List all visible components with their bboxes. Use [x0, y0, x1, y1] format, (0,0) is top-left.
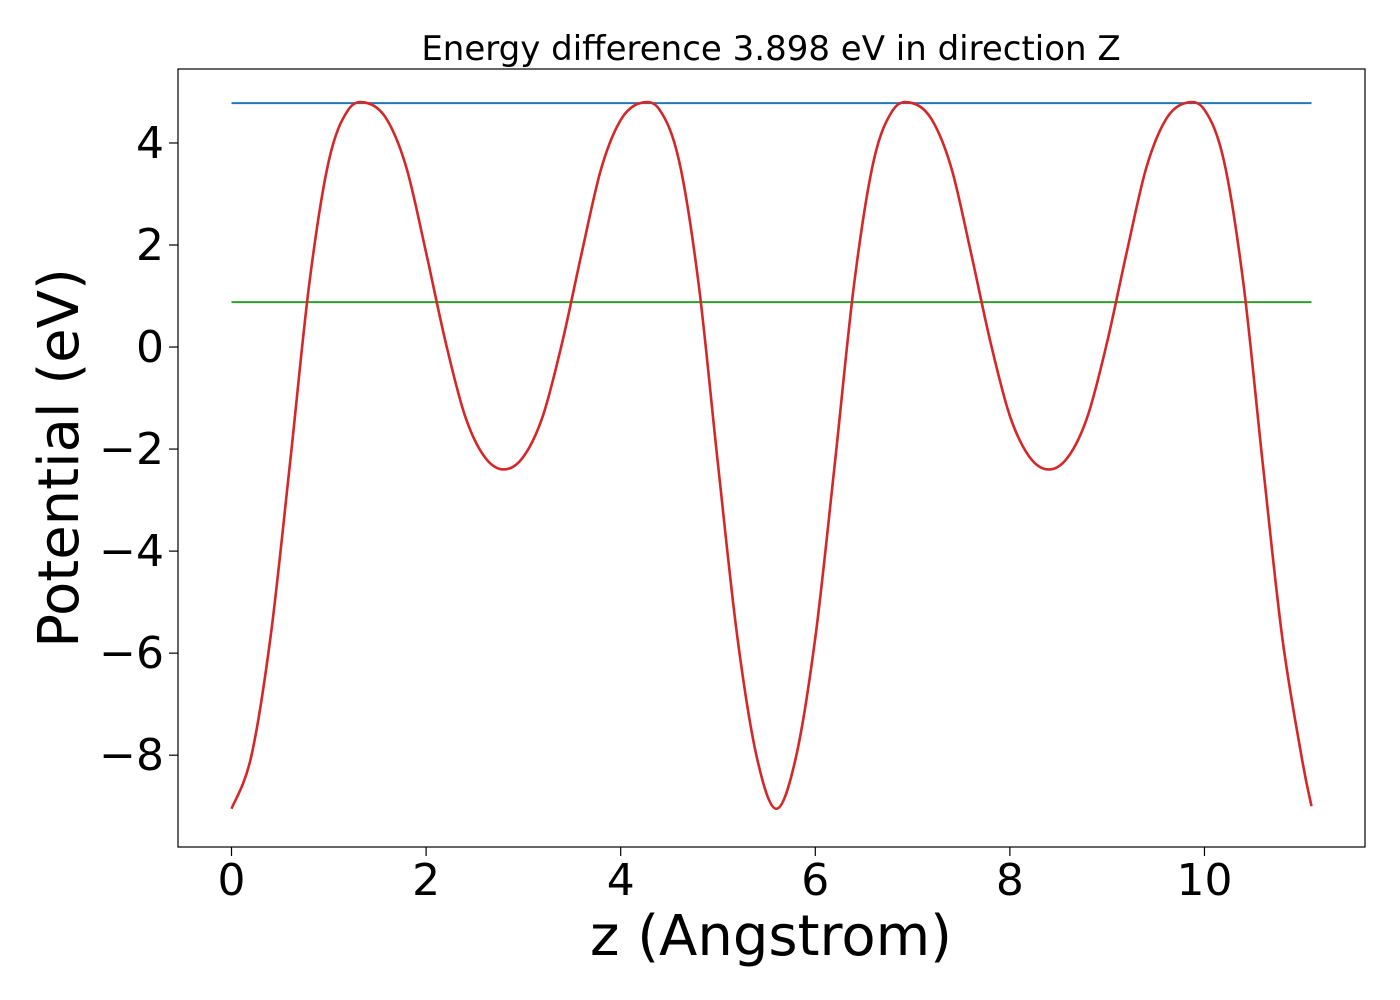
x-tick-label: 6 — [801, 855, 829, 906]
y-tick-label: −2 — [99, 424, 164, 475]
x-tick-label: 4 — [607, 855, 635, 906]
y-tick-label: 4 — [136, 118, 164, 169]
x-tick-label: 2 — [412, 855, 440, 906]
series-layer — [230, 100, 1313, 811]
x-axis: 0 2 4 6 8 10 — [218, 847, 1232, 906]
potential-curve-line — [230, 100, 1313, 811]
y-tick-label: −8 — [99, 730, 164, 781]
chart-title: Energy difference 3.898 eV in direction … — [421, 29, 1120, 69]
y-tick-label: 2 — [136, 220, 164, 271]
x-tick-label: 0 — [218, 855, 246, 906]
plot-frame — [177, 68, 1366, 848]
y-axis: −8 −6 −4 −2 0 2 4 — [99, 118, 178, 781]
x-tick-label: 8 — [996, 855, 1024, 906]
y-axis-label: Potential (eV) — [27, 268, 92, 648]
y-tick-label: −6 — [99, 628, 164, 679]
y-tick-label: −4 — [99, 526, 164, 577]
x-tick-label: 10 — [1176, 855, 1232, 906]
y-tick-label: 0 — [136, 322, 164, 373]
x-axis-label: z (Angstrom) — [590, 904, 952, 969]
